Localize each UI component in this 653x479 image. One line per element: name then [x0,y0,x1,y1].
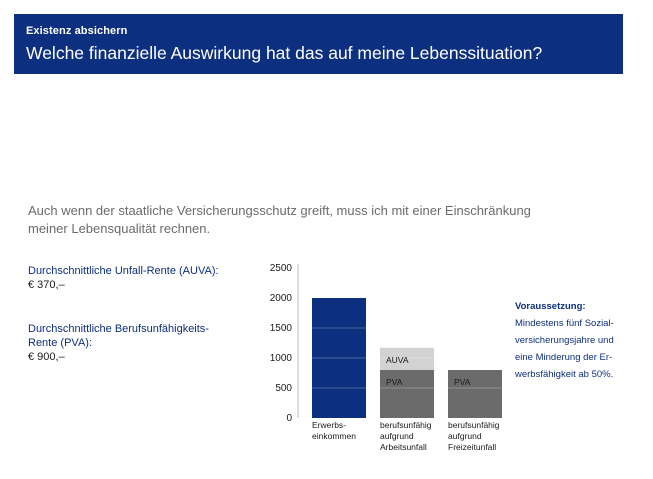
header-banner: Existenz absichern Welche finanzielle Au… [14,14,623,74]
side-note-title: Voraussetzung: [515,301,586,312]
bar-segment [312,298,366,418]
intro-line-1: Auch wenn der staatliche Versicherungssc… [28,203,531,218]
bar-segment [380,370,434,418]
y-tick-label: 1500 [270,323,293,334]
side-note-line: eine Minderung der Er- [515,352,613,363]
x-category-label: Erwerbs- [312,420,346,430]
y-tick-label: 1000 [270,353,293,364]
x-category-label: berufsunfähig [448,420,500,430]
side-note: Voraussetzung: Mindestens fünf Sozial- v… [515,298,633,383]
header-kicker: Existenz absichern [26,25,128,37]
x-category-label: berufsunfähig [380,420,432,430]
side-note-line: Mindestens fünf Sozial- [515,318,614,329]
x-category-label: einkommen [312,431,356,441]
stat-pva-value: € 900,– [28,351,65,363]
stat-auva: Durchschnittliche Unfall-Rente (AUVA): €… [28,264,248,292]
bar-segment-label: AUVA [386,355,409,365]
x-category-label: aufgrund [448,431,482,441]
y-tick-label: 500 [275,383,292,394]
stat-auva-value: € 370,– [28,279,65,291]
bar-segment-label: PVA [454,377,471,387]
bar-segment [380,347,434,370]
page-title: Welche finanzielle Auswirkung hat das au… [26,43,543,63]
y-tick-label: 2500 [270,263,293,274]
stat-auva-abbr: (AUVA): [179,265,219,277]
y-tick-label: 2000 [270,293,293,304]
y-tick-label: 0 [286,413,292,424]
intro-line-2: meiner Lebensqualität rechnen. [28,221,211,236]
stat-pva: Durchschnittliche Berufsunfähigkeits- Re… [28,322,248,364]
x-category-label: Arbeitsunfall [380,442,427,452]
x-category-label: aufgrund [380,431,414,441]
stat-pva-label-line-2: Rente [28,337,58,349]
intro-text: Auch wenn der staatliche Versicherungssc… [28,202,548,238]
side-note-line: versicherungsjahre und [515,335,614,346]
side-note-line: werbsfähigkeit ab 50%. [515,369,614,380]
x-category-label: Freizeitunfall [448,442,496,452]
stat-pva-abbr: (PVA): [60,337,92,349]
stat-pva-label: Durchschnittliche Berufsunfähigkeits- Re… [28,322,248,350]
stat-auva-label-text: Durchschnittliche Unfall-Rente [28,265,176,277]
bar-segment [448,370,502,418]
stat-auva-label: Durchschnittliche Unfall-Rente (AUVA): [28,264,248,278]
bar-segment-label: PVA [386,377,403,387]
stat-pva-label-line-1: Durchschnittliche Berufsunfähigkeits- [28,323,209,335]
